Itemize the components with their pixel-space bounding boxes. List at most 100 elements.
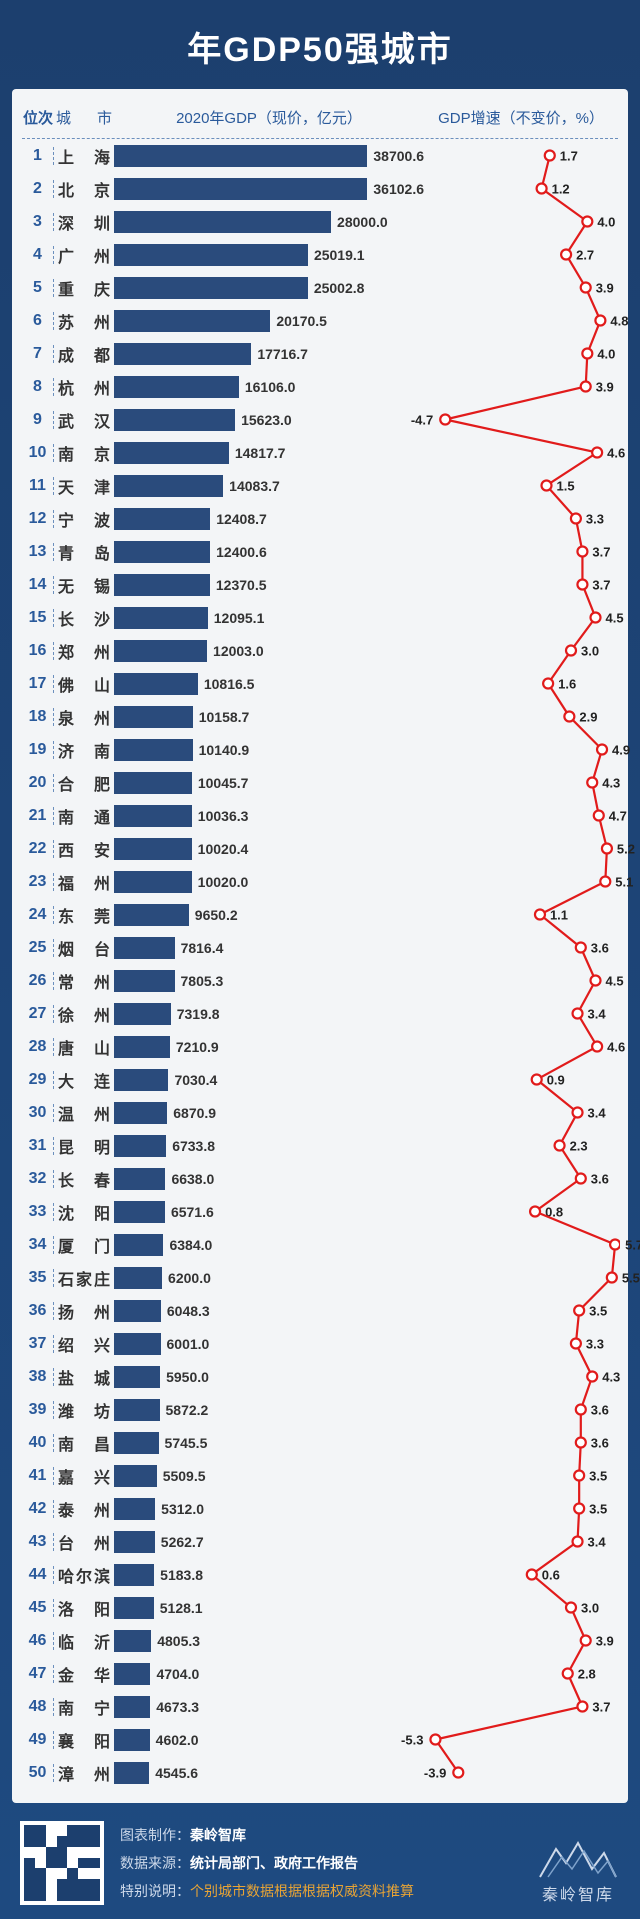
gdp-bar: [114, 871, 192, 893]
rank-cell: 31: [22, 1137, 54, 1155]
table-row: 20合肥10045.74.3: [22, 766, 618, 799]
gdp-bar-cell: 5950.0: [114, 1366, 424, 1388]
growth-cell: 3.3: [424, 1327, 618, 1360]
city-cell: 大连: [54, 1068, 114, 1092]
growth-value: 3.6: [591, 1402, 609, 1417]
gdp-bar: [114, 1333, 161, 1355]
gdp-bar-cell: 6638.0: [114, 1168, 424, 1190]
rank-cell: 12: [22, 510, 54, 528]
growth-cell: 1.7: [424, 139, 618, 172]
growth-value: 4.5: [606, 610, 624, 625]
rank-cell: 40: [22, 1434, 54, 1452]
gdp-bar-cell: 5745.5: [114, 1432, 424, 1454]
gdp-bar-cell: 12408.7: [114, 508, 424, 530]
gdp-bar-cell: 12370.5: [114, 574, 424, 596]
gdp-bar-cell: 6571.6: [114, 1201, 424, 1223]
header-rank: 位次: [22, 107, 54, 128]
header-city: 城市: [54, 107, 114, 128]
gdp-bar: [114, 673, 198, 695]
gdp-bar: [114, 508, 210, 530]
gdp-value: 6870.9: [173, 1105, 216, 1121]
table-row: 12宁波12408.73.3: [22, 502, 618, 535]
table-row: 42泰州5312.03.5: [22, 1492, 618, 1525]
rank-cell: 13: [22, 543, 54, 561]
gdp-bar-cell: 7805.3: [114, 970, 424, 992]
gdp-value: 10020.4: [198, 841, 249, 857]
growth-cell: -5.3: [424, 1723, 618, 1756]
city-cell: 哈尔滨: [54, 1563, 114, 1587]
table-row: 9武汉15623.0-4.7: [22, 403, 618, 436]
table-row: 35石家庄6200.05.5: [22, 1261, 618, 1294]
gdp-value: 25019.1: [314, 247, 365, 263]
gdp-bar-cell: 5262.7: [114, 1531, 424, 1553]
gdp-value: 36102.6: [373, 181, 424, 197]
gdp-value: 15623.0: [241, 412, 292, 428]
table-row: 26常州7805.34.5: [22, 964, 618, 997]
gdp-value: 17716.7: [257, 346, 308, 362]
gdp-bar: [114, 1498, 155, 1520]
rank-cell: 49: [22, 1731, 54, 1749]
table-row: 5重庆25002.83.9: [22, 271, 618, 304]
city-cell: 长春: [54, 1167, 114, 1191]
table-row: 48南宁4673.33.7: [22, 1690, 618, 1723]
table-row: 37绍兴6001.03.3: [22, 1327, 618, 1360]
gdp-bar-cell: 10020.0: [114, 871, 424, 893]
table-row: 39潍坊5872.23.6: [22, 1393, 618, 1426]
mountain-icon: [538, 1839, 618, 1879]
table-row: 13青岛12400.63.7: [22, 535, 618, 568]
rank-cell: 10: [22, 444, 54, 462]
gdp-bar-cell: 12003.0: [114, 640, 424, 662]
growth-value: 3.5: [589, 1303, 607, 1318]
gdp-bar: [114, 1234, 163, 1256]
table-row: 23福州10020.05.1: [22, 865, 618, 898]
gdp-value: 7805.3: [181, 973, 224, 989]
growth-cell: 0.8: [424, 1195, 618, 1228]
table-row: 30温州6870.93.4: [22, 1096, 618, 1129]
rank-cell: 24: [22, 906, 54, 924]
gdp-bar-cell: 4545.6: [114, 1762, 424, 1784]
table-row: 2北京36102.61.2: [22, 172, 618, 205]
gdp-value: 12370.5: [216, 577, 267, 593]
footer: 图表制作：秦岭智库 数据来源：统计局部门、政府工作报告 特别说明：个别城市数据根…: [12, 1811, 628, 1909]
growth-value: 5.7: [625, 1237, 640, 1252]
rank-cell: 36: [22, 1302, 54, 1320]
credit-value-3: 个别城市数据根据根据权威资料推算: [190, 1883, 414, 1899]
growth-cell: 3.9: [424, 370, 618, 403]
growth-value: 2.9: [579, 709, 597, 724]
table-row: 45洛阳5128.13.0: [22, 1591, 618, 1624]
growth-cell: 3.6: [424, 931, 618, 964]
gdp-bar: [114, 1201, 165, 1223]
page-title: 年GDP50强城市: [12, 14, 628, 89]
gdp-bar-cell: 7030.4: [114, 1069, 424, 1091]
gdp-bar: [114, 1069, 168, 1091]
table-row: 41嘉兴5509.53.5: [22, 1459, 618, 1492]
rank-cell: 37: [22, 1335, 54, 1353]
table-row: 29大连7030.40.9: [22, 1063, 618, 1096]
gdp-bar-cell: 6001.0: [114, 1333, 424, 1355]
gdp-bar: [114, 838, 192, 860]
city-cell: 烟台: [54, 936, 114, 960]
gdp-value: 7210.9: [176, 1039, 219, 1055]
growth-value: 4.6: [607, 445, 625, 460]
growth-cell: 2.8: [424, 1657, 618, 1690]
city-cell: 长沙: [54, 606, 114, 630]
gdp-value: 6384.0: [169, 1237, 212, 1253]
gdp-bar-cell: 14817.7: [114, 442, 424, 464]
table-row: 15长沙12095.14.5: [22, 601, 618, 634]
gdp-bar: [114, 706, 193, 728]
table-row: 36扬州6048.33.5: [22, 1294, 618, 1327]
gdp-bar: [114, 772, 192, 794]
table-row: 32长春6638.03.6: [22, 1162, 618, 1195]
rank-cell: 44: [22, 1566, 54, 1584]
growth-cell: 4.9: [424, 733, 618, 766]
city-cell: 成都: [54, 342, 114, 366]
gdp-value: 12408.7: [216, 511, 267, 527]
table-row: 7成都17716.74.0: [22, 337, 618, 370]
gdp-bar-cell: 6870.9: [114, 1102, 424, 1124]
growth-value: 3.9: [596, 379, 614, 394]
gdp-value: 4602.0: [156, 1732, 199, 1748]
rank-cell: 39: [22, 1401, 54, 1419]
growth-value: 4.3: [602, 1369, 620, 1384]
gdp-bar-cell: 5128.1: [114, 1597, 424, 1619]
gdp-value: 14083.7: [229, 478, 280, 494]
